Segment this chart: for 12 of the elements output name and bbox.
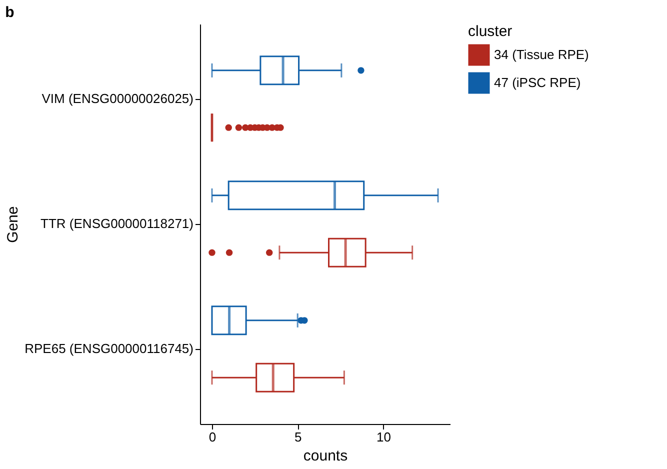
legend-label: 34 (Tissue RPE) xyxy=(494,47,589,62)
y-axis-title: Gene xyxy=(4,206,22,243)
legend-label: 47 (iPSC RPE) xyxy=(494,75,581,90)
x-tick-label: 0 xyxy=(208,430,216,444)
x-tick-label: 10 xyxy=(376,430,391,444)
y-tick-label: RPE65 (ENSG00000116745) xyxy=(24,341,194,356)
text: b xyxy=(5,4,14,21)
x-axis-title: counts xyxy=(303,448,348,464)
x-tick-label: 5 xyxy=(294,430,302,444)
y-tick-label: TTR (ENSG00000118271) xyxy=(40,216,194,231)
legend-title: cluster xyxy=(468,23,512,40)
y-tick-label: VIM (ENSG00000026025) xyxy=(42,91,194,106)
